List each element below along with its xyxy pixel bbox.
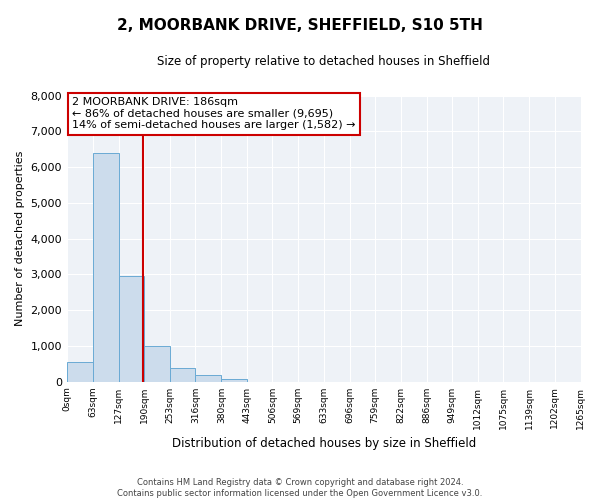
X-axis label: Distribution of detached houses by size in Sheffield: Distribution of detached houses by size …	[172, 437, 476, 450]
Bar	[221, 379, 247, 382]
Y-axis label: Number of detached properties: Number of detached properties	[15, 151, 25, 326]
Title: Size of property relative to detached houses in Sheffield: Size of property relative to detached ho…	[157, 55, 490, 68]
Text: 2 MOORBANK DRIVE: 186sqm
← 86% of detached houses are smaller (9,695)
14% of sem: 2 MOORBANK DRIVE: 186sqm ← 86% of detach…	[72, 97, 356, 130]
Bar	[144, 346, 170, 382]
Text: 2, MOORBANK DRIVE, SHEFFIELD, S10 5TH: 2, MOORBANK DRIVE, SHEFFIELD, S10 5TH	[117, 18, 483, 32]
Bar	[67, 362, 92, 382]
Bar	[196, 376, 221, 382]
Bar	[170, 368, 196, 382]
Bar	[92, 153, 119, 382]
Bar	[119, 276, 144, 382]
Text: Contains HM Land Registry data © Crown copyright and database right 2024.
Contai: Contains HM Land Registry data © Crown c…	[118, 478, 482, 498]
